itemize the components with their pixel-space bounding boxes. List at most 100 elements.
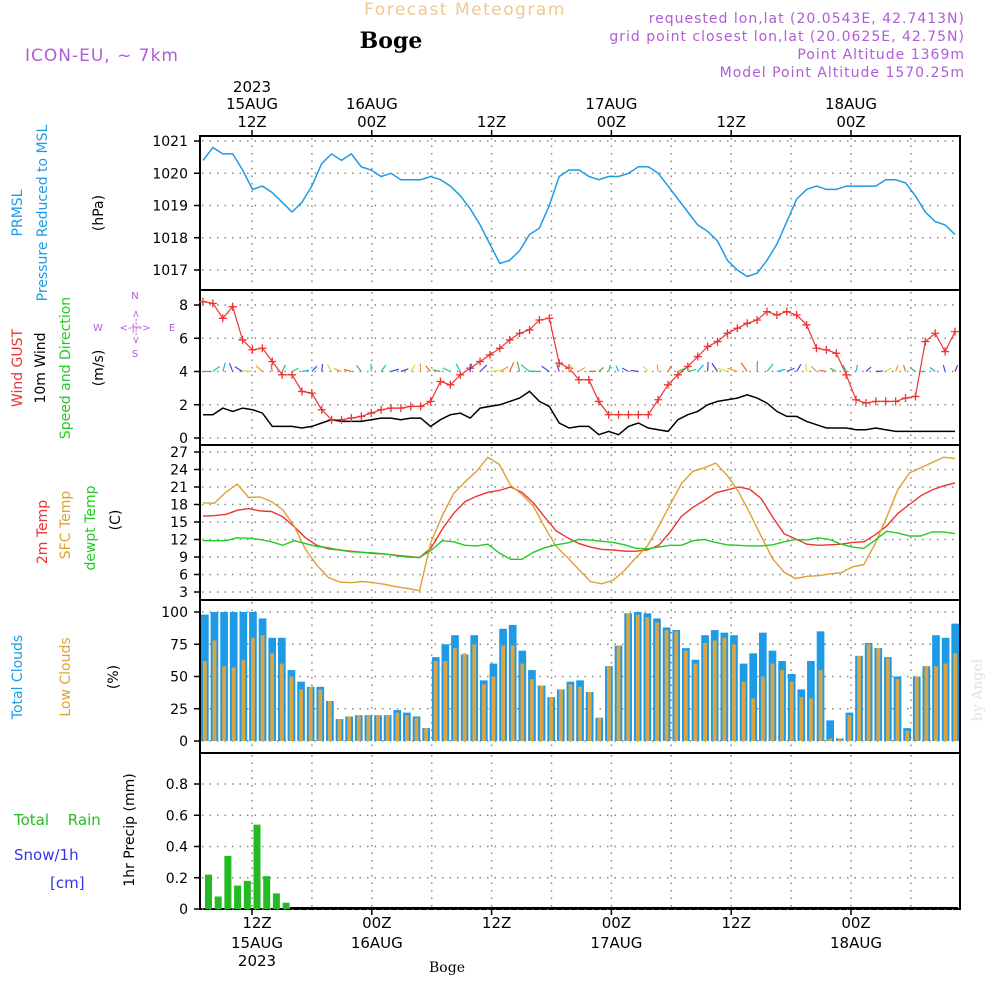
gust-point	[812, 344, 821, 353]
time-label: 12Z	[242, 914, 271, 932]
temp-label-dewpt: dewpt Temp	[83, 485, 99, 570]
wind-arrow	[786, 367, 795, 373]
wind-arrow	[687, 368, 697, 373]
low-cloud-bar	[837, 738, 842, 741]
low-cloud-bar	[943, 663, 948, 741]
low-cloud-bar	[279, 663, 284, 741]
rain-bar	[205, 874, 212, 909]
time-label: 2023	[238, 952, 276, 970]
gust-point	[792, 310, 801, 319]
temp-label-unit: (C)	[108, 510, 124, 531]
gust-point	[426, 397, 435, 406]
gust-point	[713, 337, 722, 346]
sfc-temp-line	[202, 456, 956, 592]
low-cloud-bar	[433, 661, 438, 741]
gust-point	[743, 319, 752, 328]
pressure-label-unit: (hPa)	[91, 195, 107, 231]
gust-point	[703, 342, 712, 351]
y-tick-label: 0.4	[166, 840, 188, 856]
gust-line	[202, 301, 956, 421]
gust-point	[228, 302, 237, 311]
wind-arrow	[212, 365, 221, 372]
y-tick-label: 1019	[152, 199, 188, 215]
wind-arrow	[469, 363, 473, 372]
clouds-label-unit: (%)	[106, 665, 122, 689]
y-tick-label: 0.8	[166, 777, 188, 793]
gust-point	[238, 335, 247, 344]
gust-point	[693, 352, 702, 361]
gust-point	[575, 375, 583, 384]
wind-arrow	[829, 367, 837, 373]
gust-point	[782, 307, 791, 316]
compass-e: E	[169, 323, 175, 334]
low-cloud-bar	[481, 684, 486, 741]
low-cloud-bar	[885, 658, 890, 741]
y-tick-label: 12	[170, 533, 188, 549]
gust-point	[545, 314, 554, 323]
model-label: ICON-EU, ~ 7km	[25, 46, 179, 66]
time-label: 00Z	[597, 113, 626, 131]
wind-arrow	[697, 364, 704, 372]
low-cloud-bar	[202, 661, 207, 741]
wind-arrow	[929, 366, 936, 372]
time-label: 18AUG	[830, 934, 882, 952]
time-label: 00Z	[841, 914, 870, 932]
low-cloud-bar	[376, 715, 380, 741]
wind-arrow	[776, 368, 786, 373]
wind-arrow	[727, 367, 738, 373]
wind-arrow	[281, 364, 286, 372]
wind-speed-line	[203, 390, 955, 436]
gust-point	[673, 370, 682, 379]
y-tick-label: 25	[170, 702, 188, 718]
low-cloud-bar	[905, 730, 910, 741]
low-cloud-bar	[337, 719, 342, 741]
wind-arrow	[234, 366, 243, 373]
low-cloud-bar	[299, 689, 303, 741]
compass-rose: N S E W <-|--> <--|-->	[93, 291, 175, 360]
wind-arrow	[819, 369, 827, 373]
precip-label-cm: [cm]	[50, 874, 85, 892]
dewpt-line	[203, 530, 956, 560]
gust-point	[881, 397, 890, 406]
low-cloud-bar	[385, 715, 390, 741]
low-cloud-bar	[895, 679, 900, 741]
gust-point	[505, 335, 514, 344]
wind-arrow	[291, 367, 299, 373]
low-cloud-bar	[366, 715, 371, 741]
compass-arrows-v: <--|-->	[131, 310, 142, 345]
gust-point	[268, 357, 277, 366]
low-cloud-bar	[578, 686, 582, 741]
time-label: 17AUG	[590, 934, 642, 952]
rain-bar	[234, 885, 242, 909]
gust-point	[683, 362, 692, 371]
wind-arrow	[311, 365, 318, 372]
low-cloud-bar	[568, 684, 573, 741]
gust-point	[931, 329, 940, 338]
requested-coords: requested lon,lat (20.0543E, 42.7413N)	[649, 11, 965, 27]
gust-point	[911, 392, 920, 401]
low-cloud-bar	[664, 630, 669, 741]
low-cloud-bar	[799, 697, 804, 741]
gust-point	[951, 327, 959, 336]
gust-point	[337, 415, 346, 424]
temp-label-sfc: SFC Temp	[58, 491, 74, 560]
low-cloud-bar	[914, 676, 919, 741]
location-title: Boge	[360, 28, 423, 54]
low-cloud-bar	[501, 645, 505, 741]
wind-label-speed-dir: Speed and Direction	[58, 297, 74, 439]
low-cloud-bar	[597, 717, 602, 741]
wind-arrow	[442, 367, 451, 373]
wind-arrow	[400, 368, 409, 373]
low-cloud-bar	[356, 715, 361, 741]
time-label: 00Z	[362, 914, 391, 932]
low-cloud-bar	[270, 653, 275, 741]
gust-point	[327, 415, 336, 424]
footer-location: Boge	[429, 960, 465, 976]
gust-point	[901, 394, 910, 403]
compass-w: W	[93, 323, 103, 334]
gust-point	[772, 310, 781, 319]
y-tick-label: 50	[170, 670, 188, 686]
gust-point	[396, 404, 405, 413]
low-cloud-bar	[866, 644, 871, 741]
